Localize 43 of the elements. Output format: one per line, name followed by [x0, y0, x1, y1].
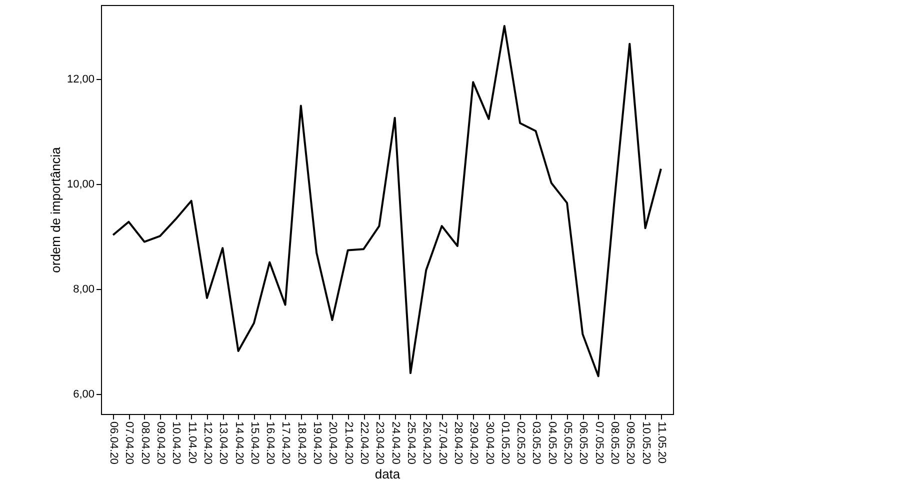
x-tick-label: 07.04.20	[123, 422, 136, 464]
x-tick-label: 14.04.20	[232, 422, 245, 464]
x-tick-label: 09.05.20	[624, 422, 636, 464]
y-tick-label: 10,00	[66, 178, 94, 191]
x-tick-label: 18.04.20	[295, 422, 308, 464]
x-tick-label: 12.04.20	[201, 422, 214, 464]
x-tick-label: 08.04.20	[138, 422, 151, 464]
x-axis-title: data	[374, 466, 401, 482]
y-tick-label: 12,00	[66, 74, 94, 86]
x-tick-label: 09.04.20	[154, 422, 167, 464]
x-tick-label: 06.04.20	[108, 422, 120, 464]
x-tick-label: 30.04.20	[483, 422, 496, 464]
x-tick-label: 15.04.20	[248, 422, 260, 464]
x-tick-label: 17.04.20	[280, 422, 292, 464]
x-tick-label: 11.04.20	[186, 422, 198, 464]
y-axis-title: ordem de importância	[48, 146, 63, 273]
x-tick-label: 19.04.20	[311, 422, 324, 464]
y-tick-label: 8,00	[73, 284, 94, 296]
x-tick-label: 29.04.20	[468, 422, 480, 464]
x-tick-label: 22.04.20	[358, 422, 370, 464]
x-tick-label: 02.05.20	[514, 422, 527, 464]
x-tick-label: 27.04.20	[436, 422, 448, 464]
x-tick-label: 25.04.20	[404, 422, 417, 464]
x-tick-label: 08.05.20	[608, 422, 620, 464]
y-tick-label: 6,00	[73, 388, 94, 401]
line-series	[112, 25, 662, 378]
x-tick-label: 28.04.20	[452, 422, 464, 464]
x-tick-label: 10.05.20	[640, 422, 652, 464]
x-tick-label: 16.04.20	[264, 422, 276, 464]
x-tick-label: 13.04.20	[217, 422, 230, 464]
x-tick-label: 23.04.20	[374, 422, 386, 464]
x-tick-label: 11.05.20	[655, 422, 668, 464]
x-tick-label: 03.05.20	[530, 422, 542, 464]
x-tick-label: 20.04.20	[326, 422, 339, 464]
x-tick-label: 06.05.20	[577, 422, 590, 464]
x-tick-label: 05.05.20	[562, 422, 574, 464]
x-tick-label: 04.05.20	[546, 422, 558, 464]
x-tick-label: 21.04.20	[342, 422, 354, 464]
x-tick-label: 10.04.20	[170, 422, 182, 464]
x-tick-label: 07.05.20	[592, 422, 605, 464]
x-tick-label: 24.04.20	[389, 422, 402, 464]
x-tick-label: 01.05.20	[498, 422, 511, 464]
x-tick-label: 26.04.20	[420, 422, 433, 464]
